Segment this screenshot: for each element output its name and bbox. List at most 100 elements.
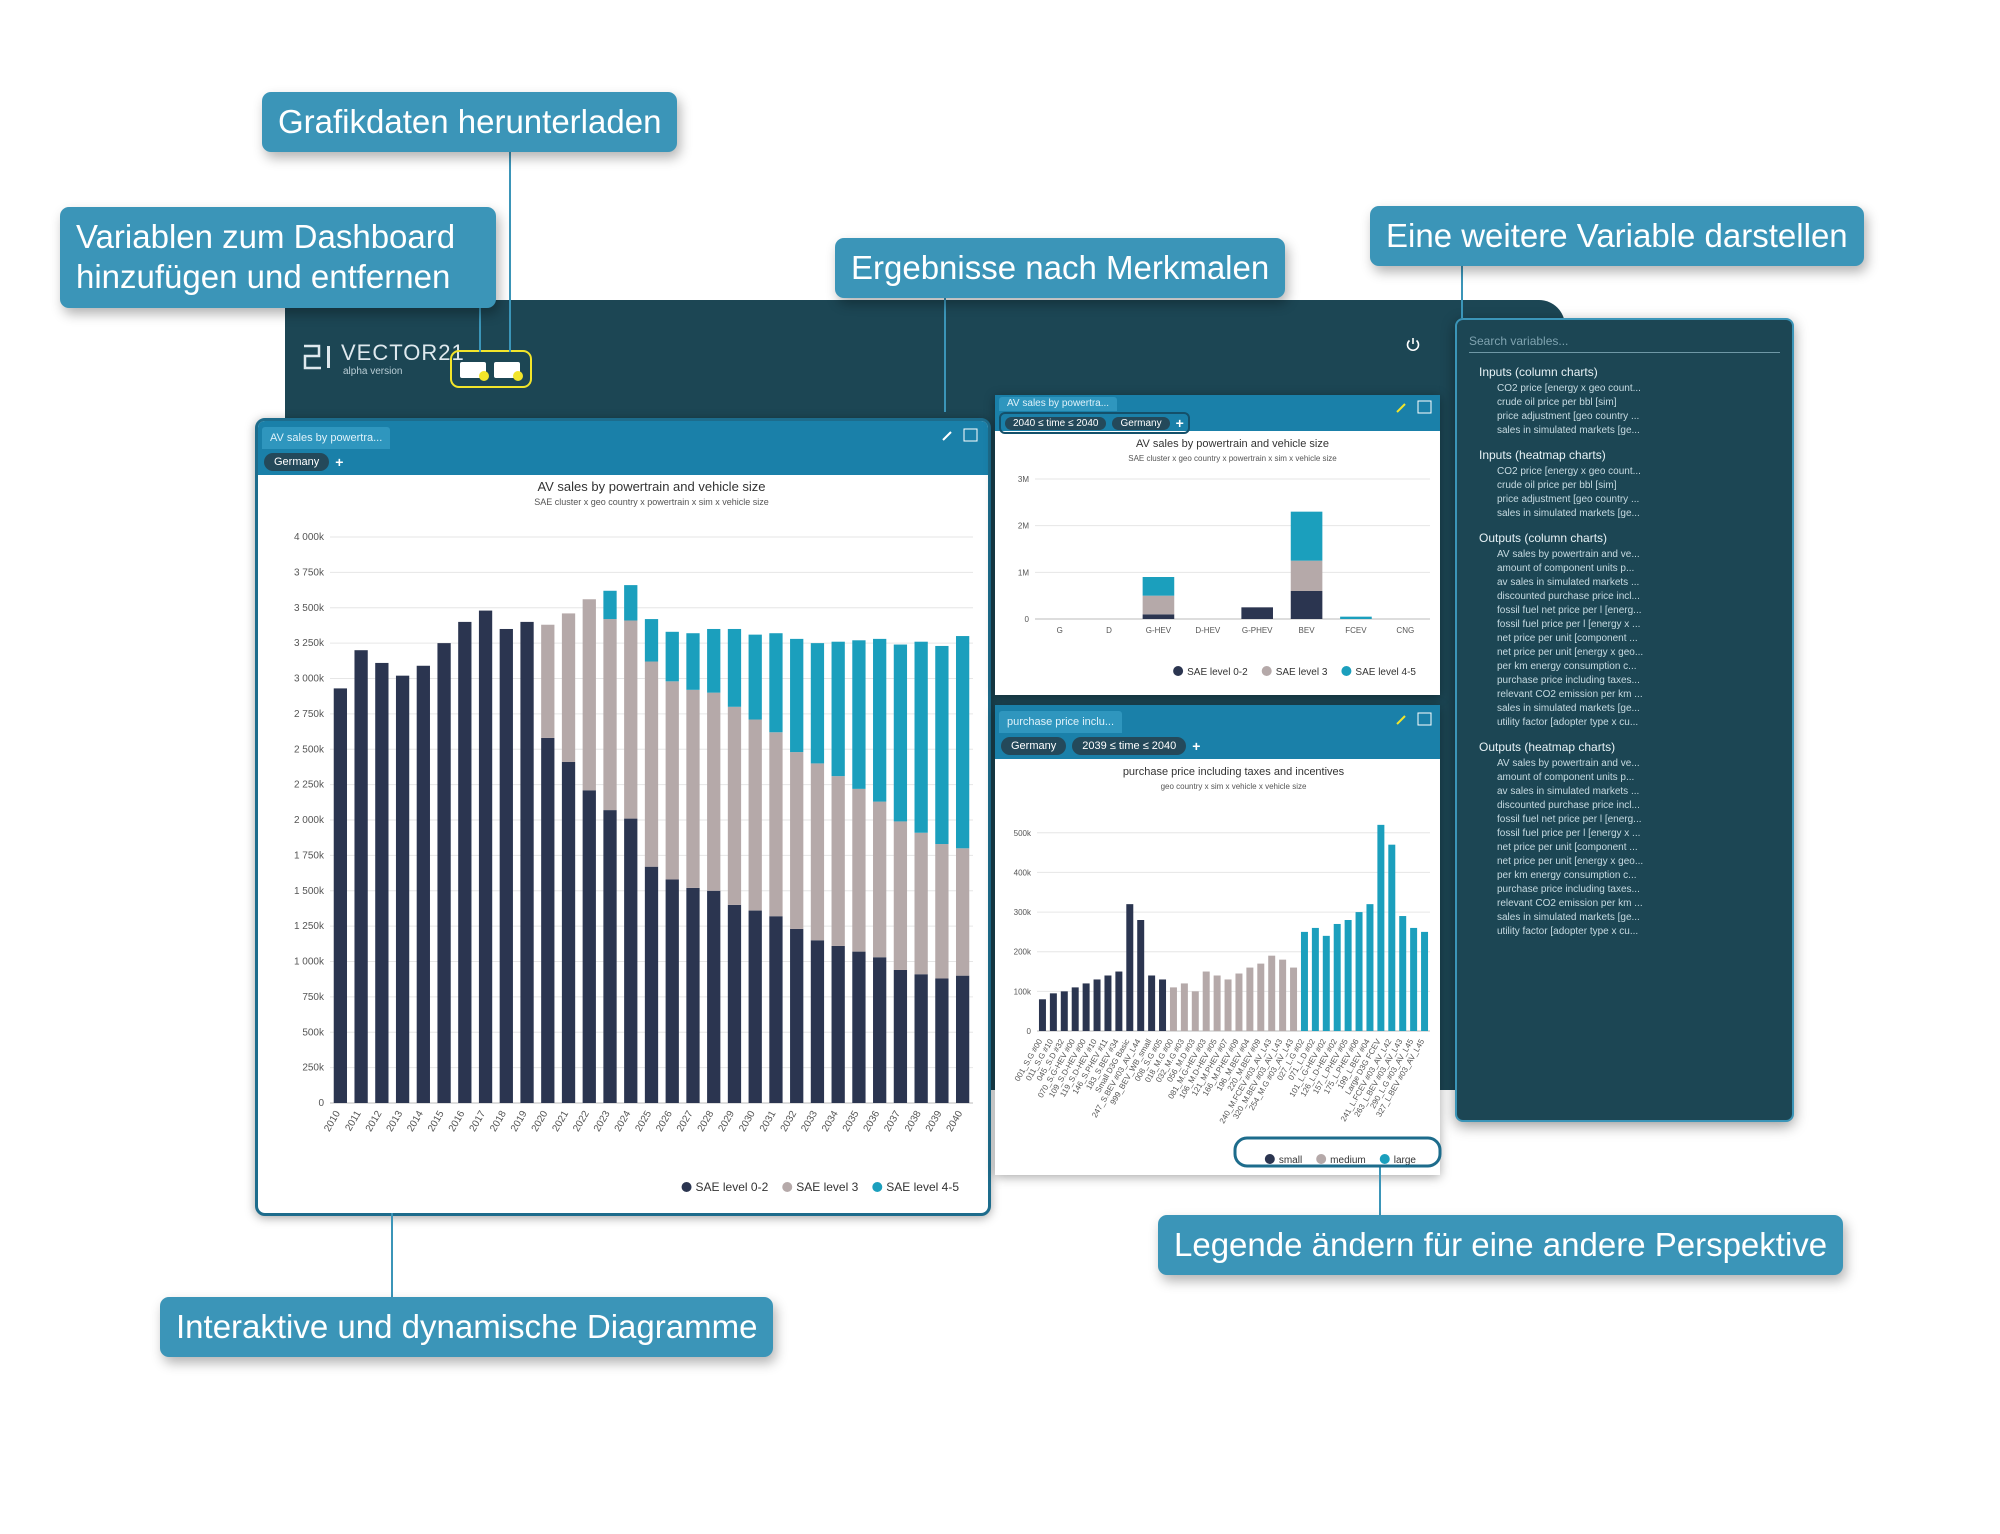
panel-controls[interactable]: [1394, 711, 1434, 727]
variable-item[interactable]: fossil fuel price per l [energy x ...: [1497, 828, 1641, 839]
variable-item[interactable]: av sales in simulated markets ...: [1497, 577, 1640, 588]
variable-item[interactable]: crude oil price per bbl [sim]: [1497, 397, 1617, 408]
legend-swatch: [872, 1182, 883, 1192]
bar: [810, 940, 825, 1103]
bar: [1038, 999, 1046, 1031]
bar: [707, 890, 721, 1103]
y-tick-label: 2 750k: [294, 709, 325, 720]
y-tick-label: 400k: [1014, 868, 1032, 877]
bar: [769, 916, 783, 1103]
x-tick-label: 2035: [841, 1109, 862, 1134]
chart: AV sales by powertrain and vehicle size S…: [294, 479, 973, 1194]
bar: [1169, 987, 1177, 1031]
bar: [1290, 591, 1323, 619]
bar: [955, 848, 970, 976]
legend-label: SAE level 0-2: [1187, 667, 1248, 678]
bar: [769, 633, 783, 733]
add-filter[interactable]: +: [335, 454, 344, 470]
variable-item[interactable]: relevant CO2 emission per km ...: [1497, 689, 1643, 700]
power-button[interactable]: [1405, 336, 1421, 352]
y-tick-label: 500k: [1014, 829, 1032, 838]
filter-bar: 2040 ≤ time ≤ 2040 Germany +: [999, 412, 1190, 434]
x-tick-label: 2032: [779, 1109, 800, 1134]
bar: [644, 661, 659, 867]
variable-item[interactable]: purchase price including taxes...: [1497, 884, 1640, 895]
variable-item[interactable]: discounted purchase price incl...: [1497, 800, 1640, 811]
filter-chip[interactable]: 2040 ≤ time ≤ 2040: [1005, 416, 1107, 430]
x-tick-label: 2022: [571, 1109, 592, 1134]
bar: [873, 957, 887, 1103]
filter-chip[interactable]: 2039 ≤ time ≤ 2040: [1072, 737, 1187, 755]
variable-item[interactable]: sales in simulated markets [ge...: [1497, 912, 1640, 923]
variable-buttons[interactable]: [450, 350, 532, 388]
variable-item[interactable]: AV sales by powertrain and ve...: [1497, 549, 1640, 560]
variable-item[interactable]: sales in simulated markets [ge...: [1497, 703, 1640, 714]
variable-item[interactable]: av sales in simulated markets ...: [1497, 786, 1640, 797]
variable-item[interactable]: utility factor [adopter type x cu...: [1497, 926, 1639, 937]
bar: [727, 706, 742, 905]
variable-item[interactable]: CO2 price [energy x geo count...: [1497, 383, 1641, 394]
logo-mark: [303, 344, 330, 370]
bar: [1202, 971, 1210, 1031]
bar: [748, 910, 762, 1103]
panel-tab[interactable]: AV sales by powertra...: [999, 397, 1118, 411]
variable-item[interactable]: fossil fuel price per l [energy x ...: [1497, 619, 1641, 630]
filter-chip[interactable]: Germany: [1001, 737, 1067, 755]
variable-item[interactable]: per km energy consumption c...: [1497, 661, 1637, 672]
legend-swatch: [782, 1182, 793, 1192]
variable-item[interactable]: net price per unit [energy x geo...: [1497, 647, 1644, 658]
add-filter[interactable]: +: [1192, 738, 1201, 754]
panel-tab[interactable]: AV sales by powertra...: [262, 427, 391, 449]
add-filter[interactable]: +: [1175, 415, 1184, 431]
bar: [1268, 955, 1276, 1031]
variable-item[interactable]: fossil fuel net price per l [energ...: [1497, 814, 1642, 825]
variable-item[interactable]: sales in simulated markets [ge...: [1497, 508, 1640, 519]
variable-item[interactable]: net price per unit [energy x geo...: [1497, 856, 1644, 867]
variable-item[interactable]: sales in simulated markets [ge...: [1497, 425, 1640, 436]
variable-item[interactable]: per km energy consumption c...: [1497, 870, 1637, 881]
variable-item[interactable]: price adjustment [geo country ...: [1497, 494, 1640, 505]
legend-label: SAE level 4-5: [886, 1180, 959, 1194]
variable-item[interactable]: crude oil price per bbl [sim]: [1497, 480, 1617, 491]
variable-item[interactable]: AV sales by powertrain and ve...: [1497, 758, 1640, 769]
bar: [1290, 967, 1298, 1031]
variable-item[interactable]: net price per unit [component ...: [1497, 842, 1638, 853]
logo-version: alpha version: [343, 366, 403, 377]
chart-title: purchase price including taxes and incen…: [1123, 766, 1345, 778]
filter-chip[interactable]: Germany: [264, 453, 330, 471]
bar: [1388, 844, 1396, 1031]
bar: [873, 638, 887, 802]
bar: [748, 719, 762, 911]
legend-label: SAE level 3: [796, 1180, 858, 1194]
panel-tab[interactable]: purchase price inclu...: [999, 711, 1122, 733]
variable-item[interactable]: purchase price including taxes...: [1497, 675, 1640, 686]
x-tick-label: 2019: [509, 1109, 530, 1134]
x-tick-label: 2024: [613, 1109, 634, 1134]
variable-item[interactable]: discounted purchase price incl...: [1497, 591, 1640, 602]
legend-swatch: [1173, 666, 1184, 676]
variable-item[interactable]: net price per unit [component ...: [1497, 633, 1638, 644]
bar: [665, 631, 679, 682]
panel-controls[interactable]: [940, 427, 980, 443]
panel-controls[interactable]: [1394, 399, 1434, 415]
bar: [375, 662, 389, 1103]
legend-swatch: [681, 1182, 692, 1192]
variable-item[interactable]: fossil fuel net price per l [energ...: [1497, 605, 1642, 616]
variable-item[interactable]: price adjustment [geo country ...: [1497, 411, 1640, 422]
variable-item[interactable]: amount of component units p...: [1497, 772, 1635, 783]
x-tick-label: 2011: [343, 1109, 363, 1134]
bar: [1104, 975, 1112, 1031]
variable-item[interactable]: relevant CO2 emission per km ...: [1497, 898, 1643, 909]
bar: [955, 975, 970, 1103]
x-tick-label: 2017: [468, 1109, 489, 1134]
variable-item[interactable]: utility factor [adopter type x cu...: [1497, 717, 1639, 728]
search-input[interactable]: Search variables...: [1469, 330, 1780, 353]
bar: [541, 624, 555, 738]
legend: small medium large: [1264, 1154, 1416, 1166]
y-tick-label: 300k: [1014, 908, 1032, 917]
bar: [790, 928, 804, 1103]
variable-item[interactable]: amount of component units p...: [1497, 563, 1635, 574]
y-tick-label: 200k: [1014, 948, 1032, 957]
variable-item[interactable]: CO2 price [energy x geo count...: [1497, 466, 1641, 477]
filter-chip[interactable]: Germany: [1112, 416, 1170, 430]
